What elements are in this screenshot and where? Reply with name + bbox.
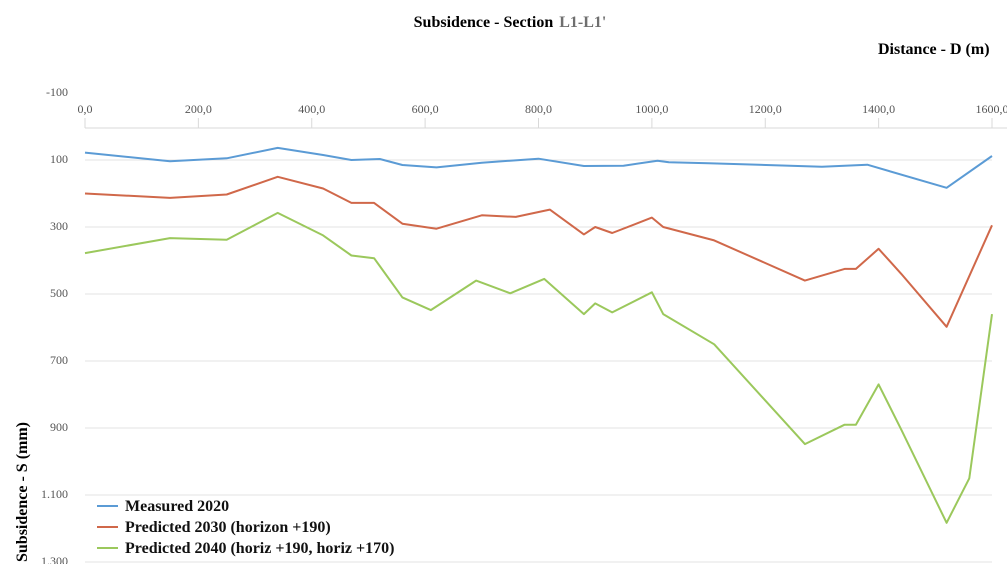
- y-tick-label: 500: [50, 286, 68, 300]
- legend-label: Predicted 2040 (horiz +190, horiz +170): [125, 540, 394, 557]
- section-name: L1-L1': [559, 14, 606, 31]
- x-tick-label: 1200,0: [749, 102, 782, 116]
- x-axis-label: Distance - D (m): [878, 41, 990, 58]
- y-tick-label: -100: [46, 85, 68, 99]
- x-tick-label: 1600,0: [976, 102, 1007, 116]
- y-tick-label: 100: [50, 152, 68, 166]
- x-tick-label: 200,0: [185, 102, 212, 116]
- y-axis-label: Subsidence - S (mm): [14, 422, 31, 562]
- y-tick-label: 700: [50, 353, 68, 367]
- legend-label: Measured 2020: [125, 498, 229, 515]
- x-tick-label: 1000,0: [635, 102, 668, 116]
- chart-title: Subsidence - Section L1-L1': [414, 14, 607, 31]
- series-line: [84, 146, 993, 189]
- y-tick-label: 900: [50, 420, 68, 434]
- y-tick-label: 1.100: [41, 487, 68, 501]
- series-line: [84, 211, 993, 524]
- y-tick-label: 300: [50, 219, 68, 233]
- x-tick-label: 400,0: [298, 102, 325, 116]
- x-tick-label: 600,0: [412, 102, 439, 116]
- series-line: [84, 175, 993, 328]
- x-tick-label: 1400,0: [862, 102, 895, 116]
- title-main: Subsidence - Section: [414, 14, 554, 31]
- y-tick-label: 1.300: [41, 554, 68, 564]
- legend-label: Predicted 2030 (horizon +190): [125, 519, 331, 536]
- x-tick-label: 800,0: [525, 102, 552, 116]
- x-tick-label: 0,0: [78, 102, 93, 116]
